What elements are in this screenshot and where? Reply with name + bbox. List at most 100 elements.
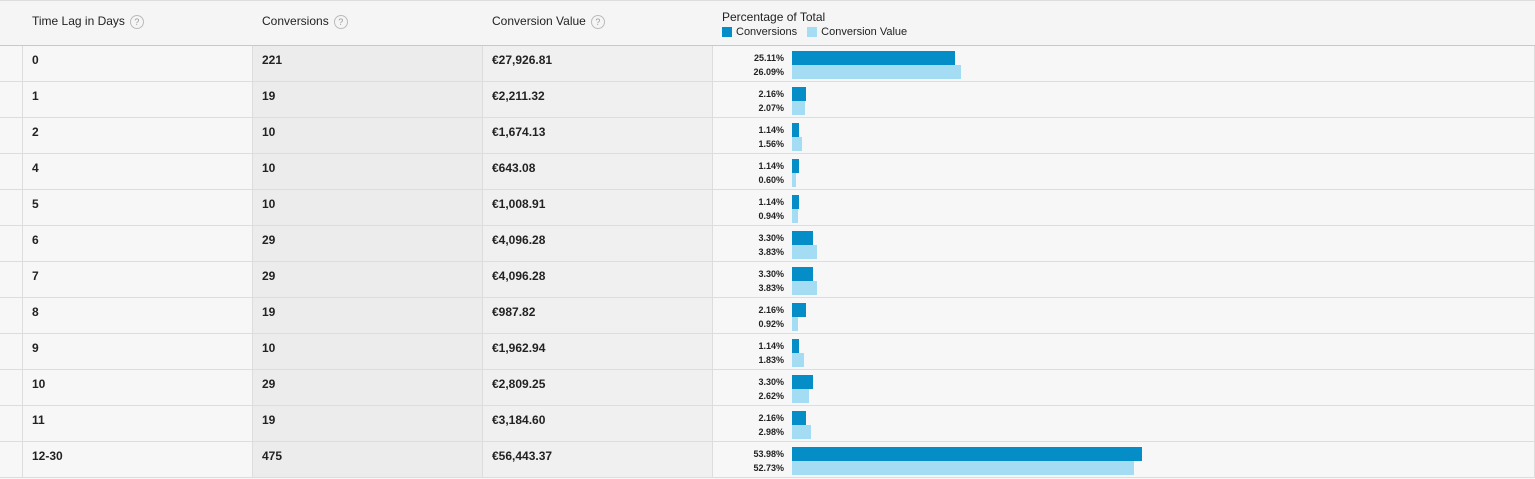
pct-label: 3.83% <box>758 283 784 293</box>
bar <box>792 461 1134 475</box>
cell-bg <box>0 82 23 118</box>
header-text: Conversions <box>262 14 329 28</box>
bar <box>792 411 806 425</box>
cell-text: 5 <box>32 197 39 211</box>
cell-bg <box>253 82 483 118</box>
cell-text: 10 <box>262 125 276 139</box>
cell-text: €4,096.28 <box>492 233 546 247</box>
cell-bg <box>713 262 1535 298</box>
bar <box>792 425 812 439</box>
pct-label: 0.92% <box>758 319 784 329</box>
bar <box>792 267 814 281</box>
pct-label: 2.07% <box>758 103 784 113</box>
pct-label: 2.16% <box>758 413 784 423</box>
pct-label: 2.62% <box>758 391 784 401</box>
cell-bg <box>253 46 483 82</box>
pct-label: 3.83% <box>758 247 784 257</box>
cell-text: 12-30 <box>32 449 63 463</box>
cell-text: 0 <box>32 53 39 67</box>
cell-text: €1,962.94 <box>492 341 546 355</box>
column-header[interactable]: Conversions? <box>262 14 348 29</box>
legend-swatch <box>807 27 818 37</box>
cell-bg <box>0 46 23 82</box>
bar <box>792 339 800 353</box>
bar <box>792 389 809 403</box>
help-icon[interactable]: ? <box>590 14 605 29</box>
cell-bg <box>0 298 23 334</box>
cell-bg <box>713 370 1535 406</box>
column-header[interactable]: Time Lag in Days? <box>32 14 144 29</box>
bar <box>792 375 814 389</box>
cell-bg <box>23 370 253 406</box>
pct-label: 1.14% <box>758 161 784 171</box>
cell-text: €4,096.28 <box>492 269 546 283</box>
pct-label: 25.11% <box>753 53 784 63</box>
bar <box>792 123 800 137</box>
cell-bg <box>253 442 483 478</box>
help-icon[interactable]: ? <box>129 14 144 29</box>
cell-text: €3,184.60 <box>492 413 546 427</box>
cell-bg <box>483 118 713 154</box>
cell-bg <box>253 190 483 226</box>
cell-text: 19 <box>262 413 276 427</box>
cell-bg <box>483 334 713 370</box>
bar <box>792 51 955 65</box>
cell-text: €1,674.13 <box>492 125 546 139</box>
pct-label: 1.56% <box>758 139 784 149</box>
pct-label: 3.30% <box>758 377 784 387</box>
cell-bg <box>713 406 1535 442</box>
cell-bg <box>23 334 253 370</box>
pct-label: 1.83% <box>758 355 784 365</box>
pct-label: 3.30% <box>758 233 784 243</box>
cell-bg <box>483 442 713 478</box>
bar <box>792 447 1142 461</box>
cell-bg <box>0 154 23 190</box>
cell-bg <box>713 118 1535 154</box>
bar <box>792 101 806 115</box>
cell-bg <box>483 46 713 82</box>
cell-bg <box>23 190 253 226</box>
cell-text: 11 <box>32 413 45 427</box>
bar <box>792 159 800 173</box>
cell-bg <box>23 118 253 154</box>
cell-bg <box>0 226 23 262</box>
cell-text: 6 <box>32 233 39 247</box>
pct-label: 0.94% <box>758 211 784 221</box>
cell-text: 29 <box>262 269 276 283</box>
cell-text: €56,443.37 <box>492 449 553 463</box>
cell-bg <box>23 406 253 442</box>
cell-bg <box>483 298 713 334</box>
legend-swatch <box>722 27 732 37</box>
cell-bg <box>713 298 1535 334</box>
help-icon[interactable]: ? <box>333 14 348 29</box>
cell-bg <box>0 334 23 370</box>
column-header[interactable]: Conversion Value? <box>492 14 605 29</box>
header-text: Conversion Value <box>492 14 586 28</box>
cell-bg <box>713 82 1535 118</box>
cell-text: 19 <box>262 89 276 103</box>
cell-bg <box>253 334 483 370</box>
cell-bg <box>483 262 713 298</box>
cell-text: 10 <box>32 377 46 391</box>
pct-label: 1.14% <box>758 197 784 207</box>
cell-bg <box>23 262 253 298</box>
bar <box>792 245 817 259</box>
bar <box>792 87 806 101</box>
bar <box>792 303 806 317</box>
pct-label: 1.14% <box>758 341 784 351</box>
cell-bg <box>0 442 23 478</box>
cell-text: 8 <box>32 305 39 319</box>
pct-label: 2.16% <box>758 89 784 99</box>
cell-bg <box>483 190 713 226</box>
cell-bg <box>483 82 713 118</box>
bar <box>792 209 799 223</box>
header-row <box>0 0 1535 46</box>
cell-bg <box>0 190 23 226</box>
legend: Conversions Conversion Value <box>722 26 907 38</box>
cell-bg <box>253 370 483 406</box>
cell-text: 4 <box>32 161 39 175</box>
cell-bg <box>23 298 253 334</box>
cell-text: 9 <box>32 341 39 355</box>
cell-bg <box>253 406 483 442</box>
cell-text: 29 <box>262 377 276 391</box>
